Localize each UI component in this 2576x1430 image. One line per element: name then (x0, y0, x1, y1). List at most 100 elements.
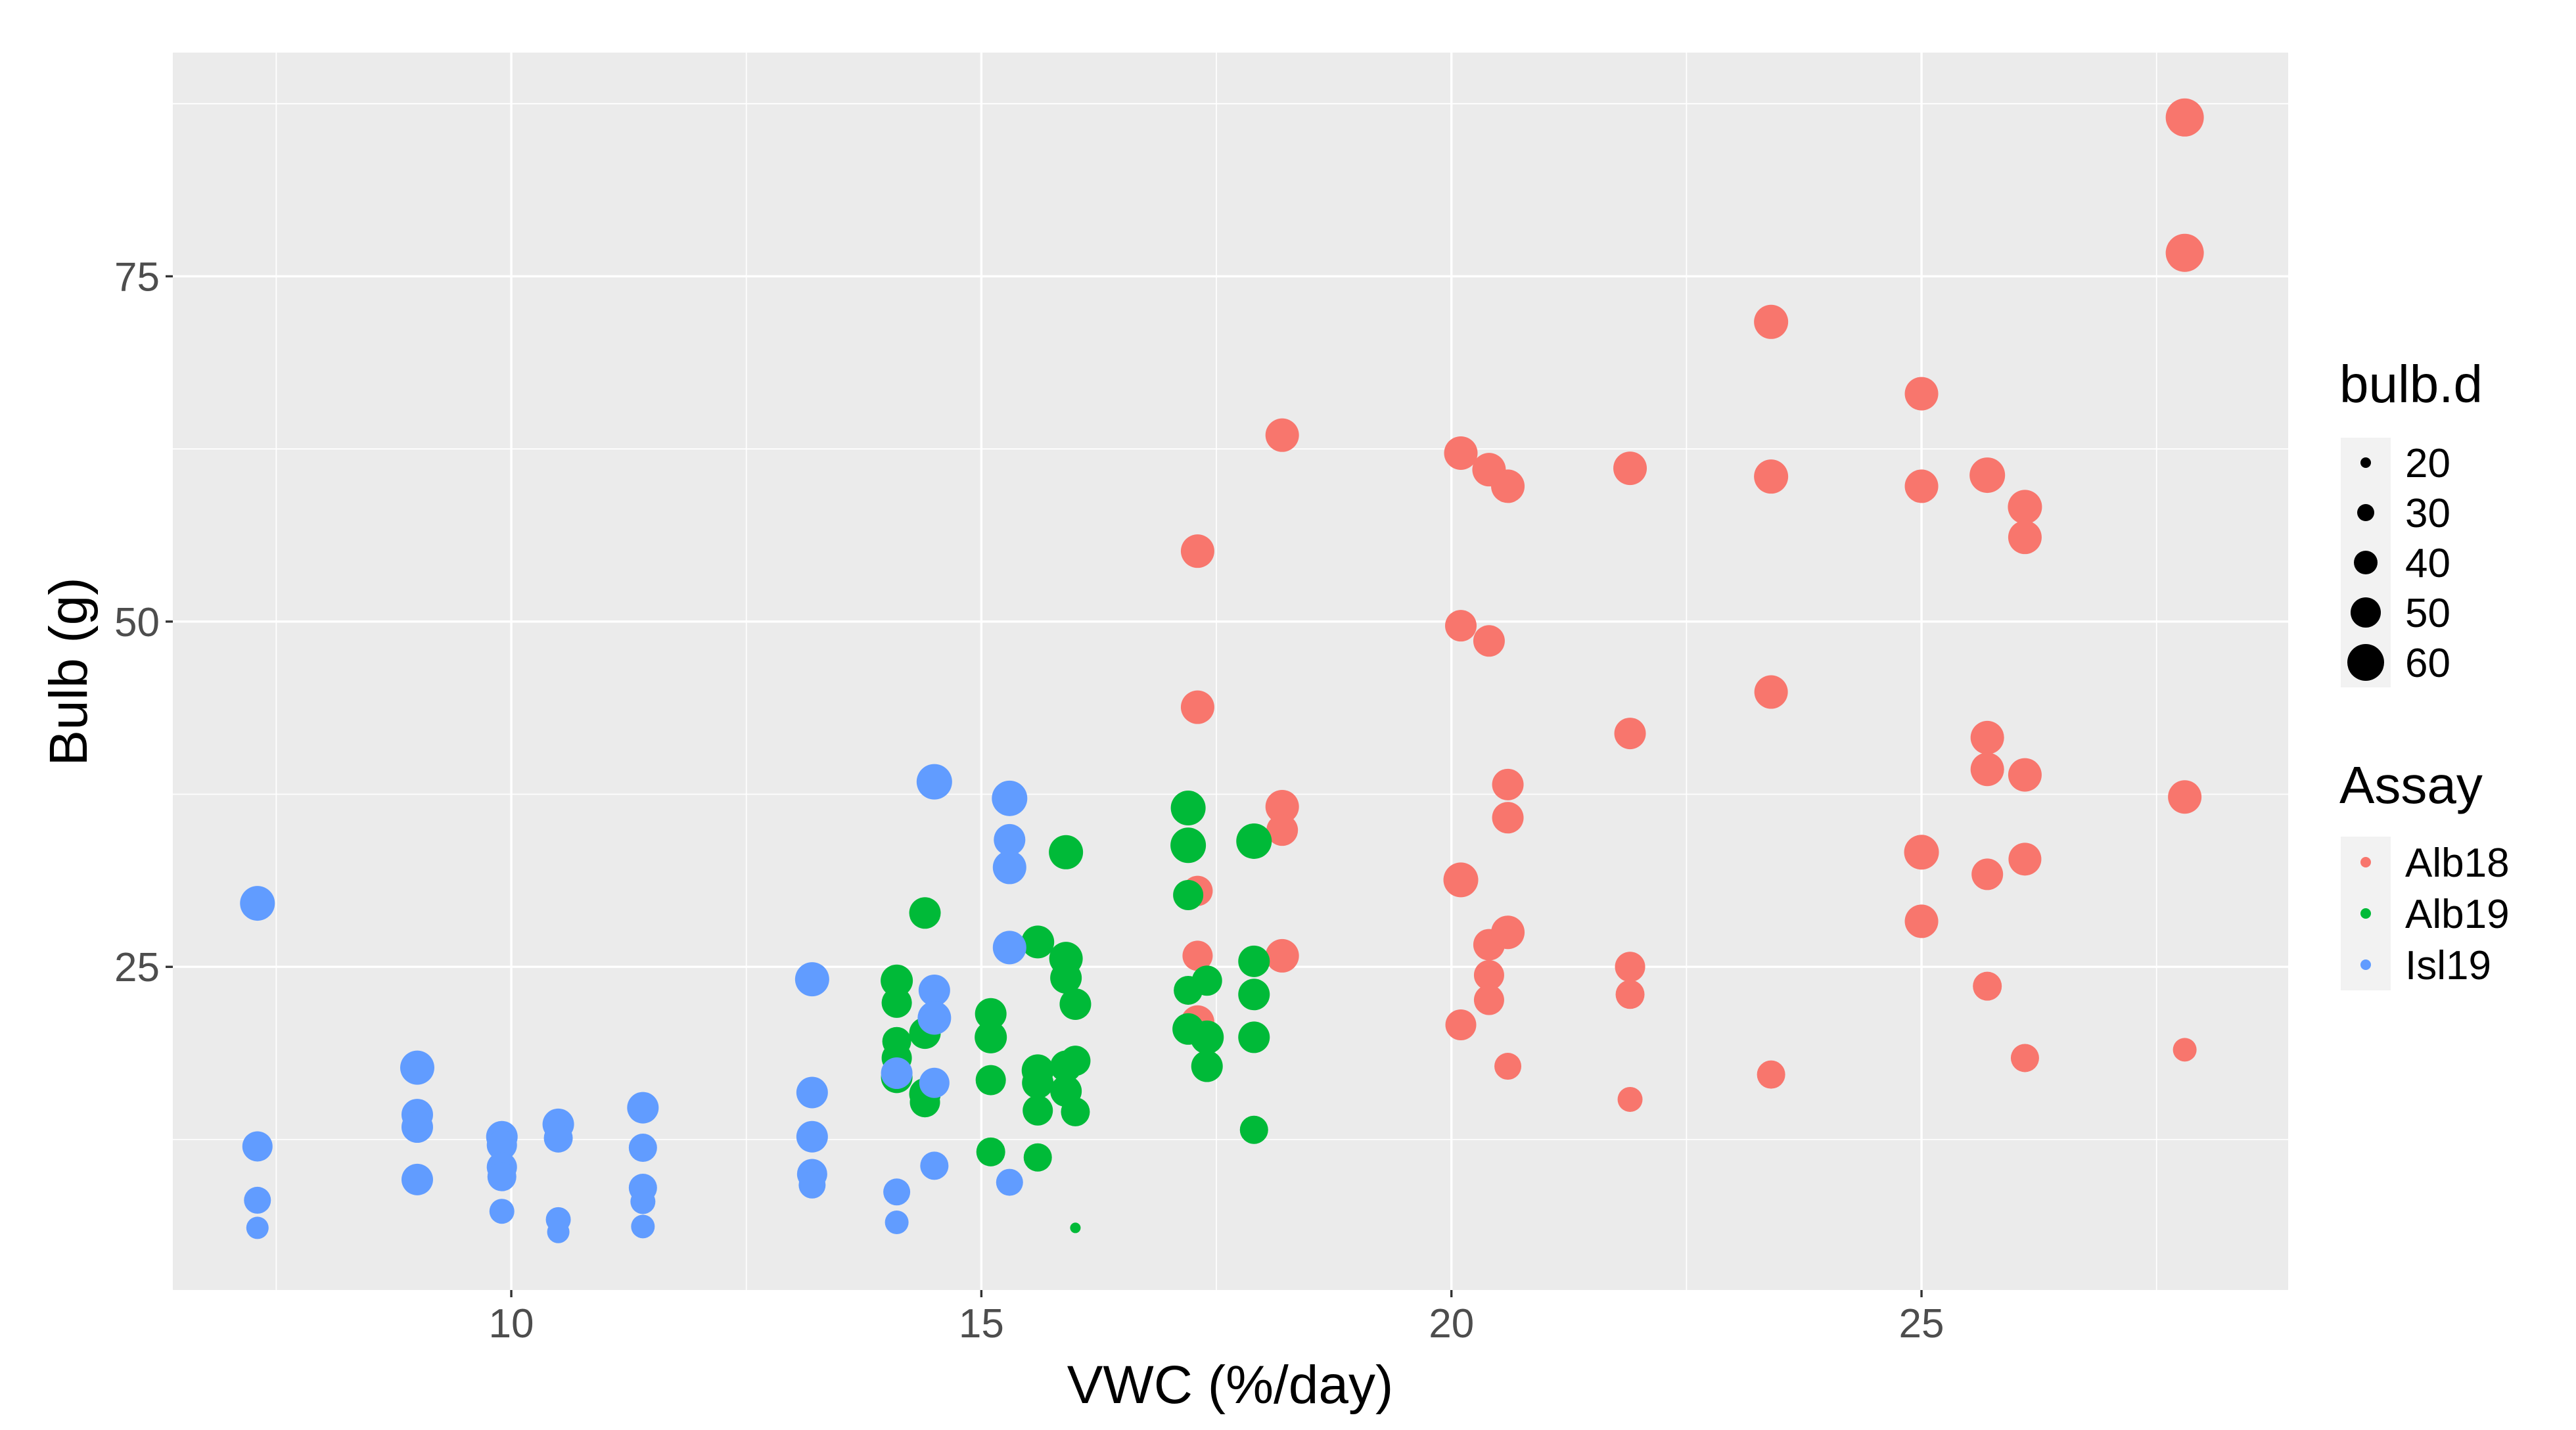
point-isl19 (487, 1162, 517, 1191)
size-legend: bulb.d 20 30 40 50 60 (2339, 355, 2483, 687)
color-legend-dot (2360, 908, 2371, 919)
point-alb18 (1492, 802, 1524, 834)
point-alb19 (975, 998, 1007, 1030)
point-alb18 (2008, 758, 2042, 792)
point-alb18 (1614, 718, 1646, 750)
point-alb19 (1049, 835, 1084, 869)
point-alb18 (1970, 752, 2004, 787)
point-alb18 (1973, 971, 2002, 1001)
point-isl19 (916, 764, 952, 800)
point-alb18 (2008, 490, 2042, 524)
point-alb18 (1265, 938, 1299, 973)
plot-panel (173, 53, 2288, 1290)
point-isl19 (628, 1134, 657, 1163)
point-alb18 (1492, 768, 1524, 800)
point-alb18 (1265, 418, 1299, 452)
point-alb18 (1265, 789, 1299, 823)
point-alb19 (1238, 1021, 1270, 1053)
point-alb19 (1023, 1095, 1053, 1126)
color-legend-title: Assay (2339, 756, 2483, 814)
point-isl19 (994, 823, 1026, 856)
point-alb18 (1754, 459, 1789, 494)
point-alb18 (1494, 1053, 1522, 1080)
y-tick-label: 25 (114, 945, 160, 990)
point-alb19 (881, 964, 913, 997)
point-isl19 (918, 974, 950, 1006)
point-alb18 (1473, 625, 1505, 657)
point-alb18 (1969, 457, 2006, 494)
point-alb18 (2165, 98, 2204, 137)
point-alb19 (975, 1065, 1006, 1096)
point-alb18 (1444, 436, 1478, 470)
point-alb18 (1904, 835, 1939, 870)
point-alb18 (1615, 980, 1645, 1009)
point-alb19 (1238, 979, 1270, 1011)
point-alb19 (1023, 1143, 1052, 1172)
point-isl19 (244, 1186, 271, 1214)
point-isl19 (240, 886, 275, 921)
point-alb18 (1180, 690, 1214, 724)
point-alb18 (1445, 1009, 1477, 1040)
point-alb18 (1617, 1086, 1643, 1112)
size-legend-label: 20 (2405, 441, 2450, 486)
point-isl19 (796, 1120, 828, 1153)
point-alb18 (1266, 814, 1299, 846)
point-alb18 (1443, 862, 1479, 898)
point-alb18 (1615, 952, 1645, 982)
point-alb18 (1473, 959, 1504, 990)
color-legend-label: Alb19 (2405, 892, 2510, 937)
size-legend-label: 50 (2405, 591, 2450, 636)
point-alb18 (1904, 469, 1939, 503)
point-alb19 (1191, 1050, 1223, 1082)
point-isl19 (242, 1131, 273, 1162)
point-alb19 (1236, 823, 1272, 859)
size-legend-label: 30 (2405, 491, 2450, 536)
point-alb18 (2173, 1038, 2197, 1062)
point-isl19 (543, 1123, 573, 1153)
point-alb18 (2168, 780, 2202, 814)
y-axis-title: Bulb (g) (39, 577, 99, 766)
point-alb19 (1021, 925, 1055, 959)
point-alb19 (1050, 962, 1082, 994)
point-alb19 (881, 987, 912, 1018)
point-alb19 (976, 1137, 1005, 1166)
point-isl19 (881, 1057, 913, 1090)
point-alb18 (1757, 1060, 1785, 1089)
point-isl19 (246, 1216, 269, 1239)
point-isl19 (992, 931, 1026, 965)
size-legend-dot (2354, 551, 2378, 574)
point-alb18 (2008, 520, 2042, 555)
data-points (240, 98, 2204, 1243)
point-alb19 (1059, 988, 1092, 1020)
point-isl19 (486, 1130, 517, 1161)
point-alb18 (1971, 858, 2004, 890)
point-isl19 (401, 1163, 433, 1195)
point-isl19 (796, 1076, 828, 1109)
point-alb18 (1754, 675, 1788, 709)
point-isl19 (794, 962, 829, 997)
point-alb18 (1445, 610, 1477, 642)
point-alb18 (1754, 304, 1789, 339)
color-legend-dot (2360, 959, 2371, 970)
point-alb19 (1060, 1046, 1091, 1076)
point-isl19 (798, 1171, 826, 1199)
point-alb18 (2165, 233, 2204, 272)
point-alb19 (1070, 1222, 1081, 1234)
color-legend: Assay Alb18 Alb19 Isl19 (2339, 756, 2510, 990)
point-isl19 (630, 1189, 656, 1214)
size-legend-title: bulb.d (2339, 355, 2483, 413)
point-isl19 (919, 1067, 950, 1098)
color-legend-label: Isl19 (2405, 943, 2491, 988)
size-legend-dot (2357, 504, 2374, 521)
point-isl19 (992, 780, 1028, 816)
point-alb19 (1238, 945, 1270, 977)
point-isl19 (489, 1199, 515, 1224)
point-isl19 (996, 1168, 1023, 1196)
point-alb18 (1613, 451, 1647, 486)
x-axis-title: VWC (%/day) (1067, 1355, 1394, 1415)
y-tick-label: 50 (114, 600, 160, 645)
point-alb19 (1239, 1115, 1268, 1144)
point-alb19 (1191, 965, 1222, 996)
point-isl19 (992, 850, 1026, 885)
